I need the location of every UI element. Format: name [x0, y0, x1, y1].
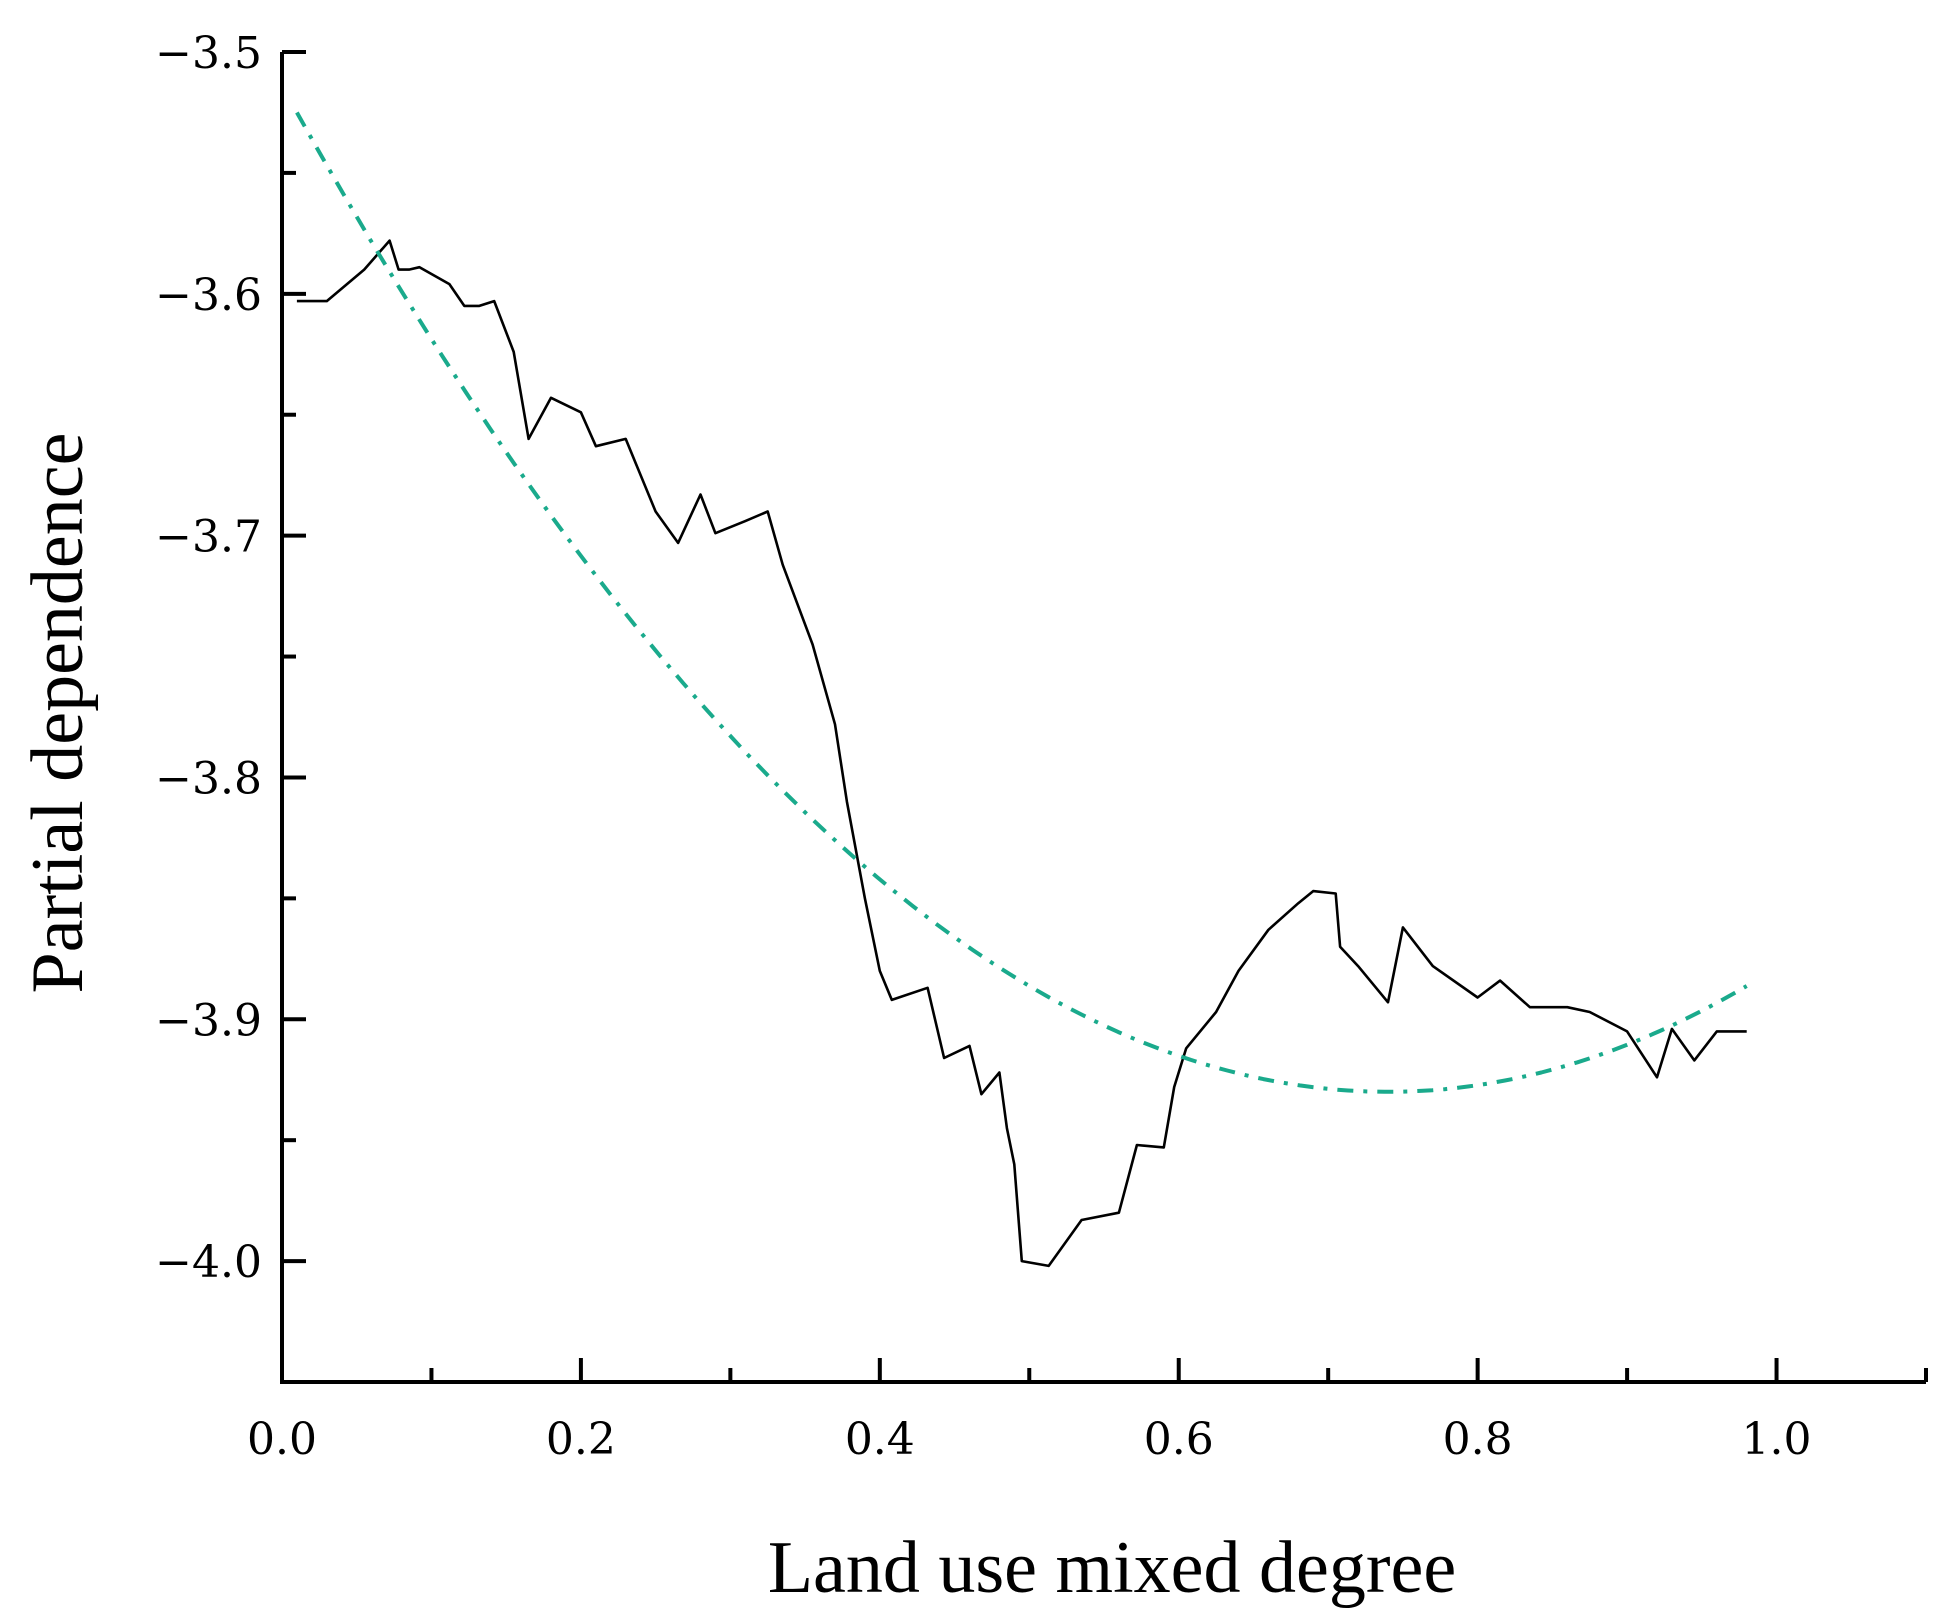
x-axis-title: Land use mixed degree	[768, 1527, 1456, 1609]
plot-area	[295, 111, 1748, 1268]
x-tick-label: 0.0	[247, 1414, 317, 1465]
x-tick-label: 0.8	[1443, 1414, 1513, 1465]
x-tick-label: 0.6	[1144, 1414, 1214, 1465]
x-tick-label: 0.4	[845, 1414, 915, 1465]
x-tick-label: 0.2	[546, 1414, 616, 1465]
x-ticks: 0.0 0.2 0.4 0.6 0.8 1.0	[247, 1358, 1928, 1465]
y-tick-label: −3.9	[155, 995, 262, 1046]
y-ticks: −3.5 −3.6 −3.7 −3.8 −3.9 −4.0	[155, 28, 306, 1384]
fitted-curve-line	[295, 111, 1748, 1094]
y-axis-title: Partial dependence	[17, 433, 99, 994]
x-tick-label: 1.0	[1742, 1414, 1812, 1465]
y-tick-label: −3.6	[155, 270, 262, 321]
y-tick-label: −3.5	[155, 28, 262, 79]
y-tick-label: −4.0	[155, 1237, 262, 1288]
partial-dependence-line	[296, 239, 1747, 1268]
y-tick-label: −3.7	[155, 512, 262, 563]
axes: 0.0 0.2 0.4 0.6 0.8 1.0 −3.5−3.6−3.7−3.8−3.9−…	[155, 28, 1928, 1465]
y-tick-label: −3.8	[155, 753, 262, 804]
